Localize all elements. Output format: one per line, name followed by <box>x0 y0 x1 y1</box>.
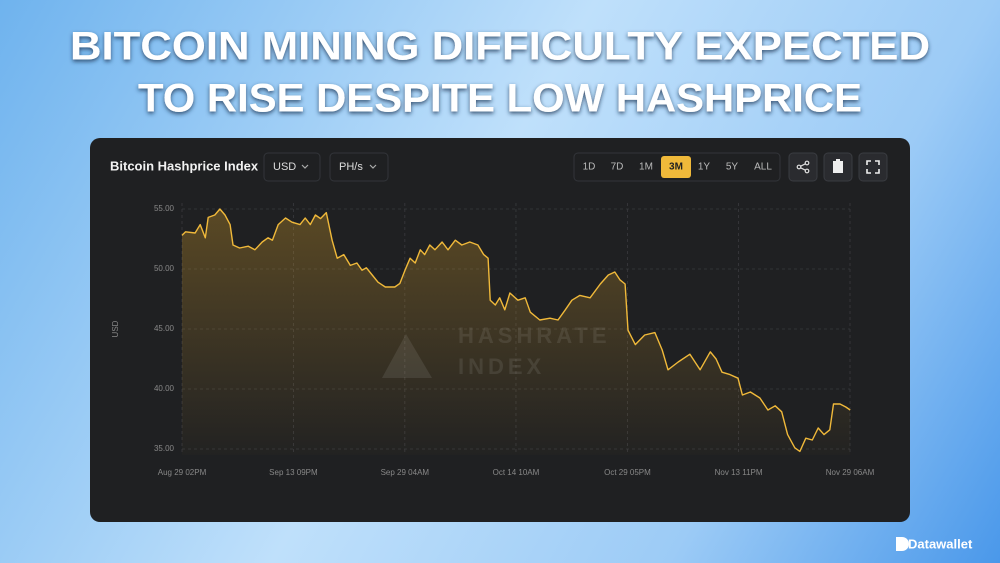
headline: BITCOIN MINING DIFFICULTY EXPECTED <box>70 25 930 69</box>
range-active-bg <box>661 156 691 178</box>
y-tick-label: 55.00 <box>154 204 175 213</box>
range-label: 1M <box>639 162 653 173</box>
share-icon <box>796 160 810 174</box>
range-button[interactable]: 3M <box>661 156 691 178</box>
watermark-logo <box>382 334 432 378</box>
range-button[interactable]: 1M <box>639 162 653 173</box>
x-tick-label: Oct 29 05PM <box>604 468 651 477</box>
x-tick-label: Sep 29 04AM <box>381 468 430 477</box>
range-label: ALL <box>754 162 772 173</box>
range-label: 7D <box>611 162 624 173</box>
share-button[interactable] <box>788 152 818 182</box>
range-button[interactable]: 1Y <box>698 162 711 173</box>
x-tick-label: Nov 29 06AM <box>826 468 875 477</box>
icon-box <box>858 152 888 182</box>
x-tick-label: Aug 29 02PM <box>158 468 207 477</box>
brand-logo <box>896 537 909 551</box>
watermark-text: INDEX <box>458 354 545 379</box>
range-label: 5Y <box>726 162 739 173</box>
area <box>182 209 851 455</box>
range-button[interactable]: 1D <box>583 162 596 173</box>
range-button[interactable]: 7D <box>611 162 624 173</box>
brand-name: Datawallet <box>908 536 973 551</box>
line <box>181 208 851 453</box>
y-tick-label: 35.00 <box>154 444 175 453</box>
range-label: 1Y <box>698 162 711 173</box>
range-button[interactable]: ALL <box>754 162 772 173</box>
watermark-text: HASHRATE <box>458 323 611 348</box>
range-label: 3M <box>669 162 683 173</box>
icon-box <box>788 152 818 182</box>
fullscreen-button[interactable] <box>858 152 888 182</box>
range-label: 1D <box>583 162 596 173</box>
clipboard-icon <box>833 159 843 173</box>
chevron <box>369 164 377 169</box>
x-tick-label: Nov 13 11PM <box>715 468 763 477</box>
unit-dropdown[interactable]: PH/s <box>329 152 389 182</box>
x-tick-label: Oct 14 10AM <box>493 468 540 477</box>
dropdown-box <box>329 152 389 182</box>
watermark: HASHRATE INDEX <box>382 323 611 379</box>
y-axis-label: USD <box>111 320 120 337</box>
currency-dropdown[interactable]: USD <box>263 152 321 182</box>
range-button[interactable]: 5Y <box>726 162 739 173</box>
y-tick-label: 50.00 <box>154 264 175 273</box>
dropdown-label: USD <box>273 161 296 173</box>
y-tick-label: 40.00 <box>154 384 175 393</box>
x-tick-label: Sep 13 09PM <box>269 468 318 477</box>
chevron <box>301 164 309 169</box>
copy-button[interactable] <box>823 152 853 182</box>
dropdown-label: PH/s <box>339 161 363 173</box>
card-title: Bitcoin Hashprice Index <box>110 158 259 173</box>
headline: TO RISE DESPITE LOW HASHPRICE <box>138 77 862 121</box>
brand: Datawallet <box>896 536 973 551</box>
fullscreen-icon <box>866 160 880 174</box>
y-tick-label: 45.00 <box>154 324 175 333</box>
dropdown-box <box>263 152 321 182</box>
